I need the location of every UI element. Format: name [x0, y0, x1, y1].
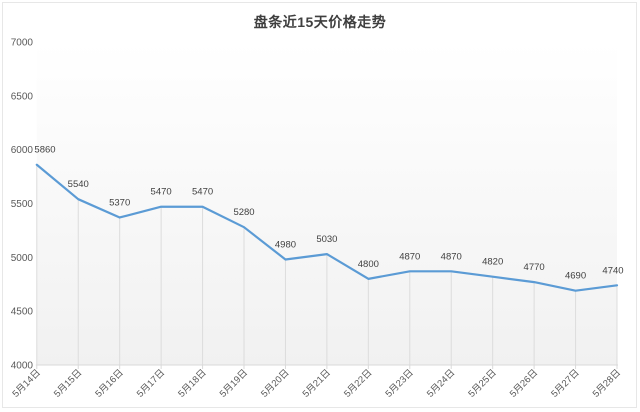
data-point-label: 4870: [399, 251, 420, 262]
y-axis-label: 5500: [11, 199, 34, 210]
data-point-label: 4980: [275, 239, 296, 250]
x-axis-label: 5月22日: [342, 367, 374, 399]
data-point-label: 5470: [192, 187, 213, 198]
x-axis-label: 5月24日: [425, 367, 457, 399]
price-line: [35, 163, 619, 292]
x-axis-label: 5月28日: [591, 367, 623, 399]
x-axis-label: 5月26日: [508, 367, 540, 399]
x-axis-label: 5月14日: [10, 367, 42, 399]
x-axis-label: 5月15日: [52, 367, 84, 399]
data-point-label: 5030: [316, 234, 337, 245]
x-axis-label: 5月23日: [383, 367, 415, 399]
x-axis-label: 5月16日: [93, 367, 125, 399]
y-axis-label: 4000: [11, 361, 34, 372]
data-point-label: 4770: [524, 262, 545, 273]
y-axis-label: 7000: [11, 38, 34, 49]
data-point-label: 4870: [441, 251, 462, 262]
data-point-label: 4820: [482, 257, 503, 268]
y-axis-label: 6500: [11, 91, 34, 102]
x-axis-label: 5月17日: [135, 367, 167, 399]
data-point-label: 4800: [358, 259, 379, 270]
data-point-label: 5470: [151, 187, 172, 198]
data-point-label: 5860: [34, 145, 55, 156]
y-axis-label: 5000: [11, 253, 34, 264]
x-axis-label: 5月27日: [549, 367, 581, 399]
x-axis-label: 5月21日: [301, 367, 333, 399]
x-axis-label: 5月18日: [176, 367, 208, 399]
data-point-label: 5280: [233, 207, 254, 218]
x-axis-label: 5月20日: [259, 367, 291, 399]
y-axis-label: 6000: [11, 145, 34, 156]
chart-title: 盘条近15天价格走势: [253, 14, 387, 30]
data-point-label: 5540: [68, 179, 89, 190]
data-point-label: 4740: [602, 265, 623, 276]
data-point-label: 4690: [565, 271, 586, 282]
data-point-label: 5370: [109, 197, 130, 208]
y-axis-label: 4500: [11, 307, 34, 318]
x-axis-label: 5月25日: [466, 367, 498, 399]
x-axis-label: 5月19日: [218, 367, 250, 399]
